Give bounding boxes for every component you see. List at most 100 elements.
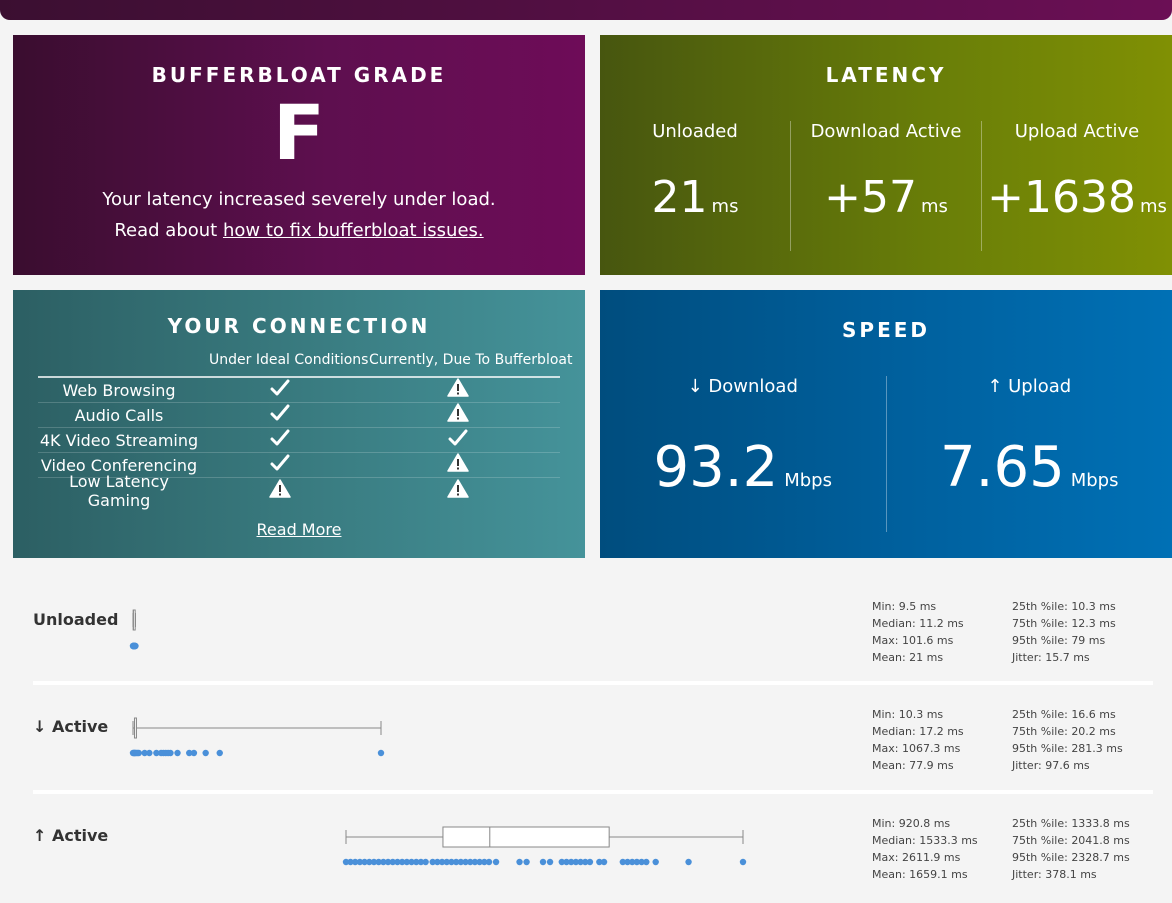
latency-card: LATENCY Unloaded 21 ms Download Active +5… (600, 35, 1172, 275)
top-header-bar (0, 0, 1172, 20)
sample-point (629, 858, 636, 866)
check-icon (360, 429, 556, 452)
sample-point (462, 858, 469, 866)
stat-mean: Mean: 1659.1 ms (872, 868, 968, 881)
sample-point (342, 858, 350, 866)
stat-p95: 95th %ile: 2328.7 ms (1012, 851, 1130, 864)
sample-point (135, 749, 142, 757)
stat-max: Max: 1067.3 ms (872, 742, 961, 755)
sample-point (485, 858, 493, 866)
stat-min: Min: 920.8 ms (872, 817, 951, 830)
latency-download-label: Download Active (810, 121, 962, 142)
sample-point (174, 749, 181, 757)
stats-right: 25th %ile: 1333.8 ms 75th %ile: 2041.8 m… (1012, 815, 1130, 883)
stats-left: Min: 920.8 ms Median: 1533.3 ms Max: 261… (872, 815, 978, 883)
download-unit: Mbps (784, 470, 832, 491)
distribution-label: Unloaded (33, 610, 119, 629)
sample-point (577, 858, 584, 866)
sample-point (352, 858, 359, 866)
sample-point (596, 858, 603, 866)
sample-point (394, 858, 401, 866)
grade-title: BUFFERBLOAT GRADE (151, 63, 447, 87)
sample-point (567, 858, 575, 866)
divider (33, 681, 1153, 685)
sample-point (558, 858, 565, 866)
sample-point (347, 858, 354, 866)
stat-jitter: Jitter: 97.6 ms (1012, 759, 1090, 772)
sample-point (375, 858, 382, 866)
row-name: Web Browsing (62, 380, 176, 400)
connection-table: Web Browsing Audio Calls 4K Video Stream… (38, 376, 560, 510)
sample-point (481, 858, 488, 866)
table-row: Low Latency Gaming (38, 472, 560, 510)
bufferbloat-grade-card: BUFFERBLOAT GRADE F Your latency increas… (13, 35, 585, 275)
warning-icon (360, 403, 556, 427)
sample-point (422, 858, 429, 866)
connection-title: YOUR CONNECTION (167, 314, 431, 338)
speed-download: ↓ Download 93.2 Mbps (600, 376, 886, 532)
stat-p25: 25th %ile: 16.6 ms (1012, 708, 1116, 721)
sample-point (429, 858, 436, 866)
check-icon (200, 454, 360, 477)
download-value: 93.2 (653, 435, 779, 500)
speed-title: SPEED (842, 318, 930, 342)
sample-point (443, 858, 450, 866)
latency-upload-value: +1638 (987, 172, 1136, 223)
your-connection-card: YOUR CONNECTION Under Ideal Conditions C… (13, 290, 585, 558)
stat-median: Median: 11.2 ms (872, 617, 964, 630)
fix-bufferbloat-link[interactable]: how to fix bufferbloat issues. (222, 220, 484, 241)
latency-upload-active: Upload Active +1638 ms (981, 121, 1172, 251)
upload-unit: Mbps (1070, 470, 1119, 491)
read-more-link[interactable]: Read More (256, 520, 342, 539)
sample-point (132, 642, 139, 650)
sample-point (438, 858, 446, 866)
sample-point (563, 858, 570, 866)
sample-point (380, 858, 387, 866)
sample-point (739, 858, 747, 866)
sample-point (216, 749, 223, 757)
sample-point (370, 858, 378, 866)
table-row: 4K Video Streaming (38, 428, 560, 453)
latency-download-value: +57 (824, 172, 917, 223)
stat-max: Max: 101.6 ms (872, 634, 954, 647)
distribution-label: ↑ Active (33, 826, 109, 845)
stat-p95: 95th %ile: 79 ms (1012, 634, 1106, 647)
read-about-prefix: Read about (114, 220, 223, 241)
upload-value: 7.65 (940, 435, 1065, 500)
stat-median: Median: 1533.3 ms (872, 834, 978, 847)
unloaded-boxplot (129, 609, 139, 650)
divider (33, 790, 1153, 794)
speed-upload: ↑ Upload 7.65 Mbps (885, 376, 1172, 532)
warning-icon (360, 378, 556, 402)
sample-point (467, 858, 474, 866)
sample-point (167, 749, 174, 757)
check-icon (200, 404, 360, 427)
sample-point (384, 858, 392, 866)
sample-point (586, 858, 594, 866)
table-row: Audio Calls (38, 403, 560, 428)
sample-point (202, 749, 209, 757)
stat-median: Median: 17.2 ms (872, 725, 964, 738)
warning-icon (360, 453, 556, 477)
sample-point (572, 858, 580, 866)
sample-point (476, 858, 483, 866)
warning-icon (360, 478, 556, 503)
sample-point (600, 858, 608, 866)
upload-label: ↑ Upload (987, 376, 1072, 397)
row-name: 4K Video Streaming (39, 430, 199, 450)
latency-unit: ms (1139, 196, 1167, 217)
sample-point (685, 858, 692, 866)
latency-unit: ms (920, 196, 948, 217)
stat-p75: 75th %ile: 2041.8 ms (1012, 834, 1130, 847)
sample-point (190, 749, 198, 757)
stats-left: Min: 9.5 ms Median: 11.2 ms Max: 101.6 m… (872, 598, 964, 666)
sample-point (146, 749, 153, 757)
ideal-conditions-header: Under Ideal Conditions (209, 352, 369, 368)
sample-point (624, 858, 631, 866)
distribution-label: ↓ Active (33, 717, 109, 736)
sample-point (643, 858, 650, 866)
stat-min: Min: 9.5 ms (872, 600, 937, 613)
sample-point (389, 858, 396, 866)
speed-card: SPEED ↓ Download 93.2 Mbps ↑ Upload 7.65 M… (600, 290, 1172, 558)
sample-point (377, 749, 385, 757)
